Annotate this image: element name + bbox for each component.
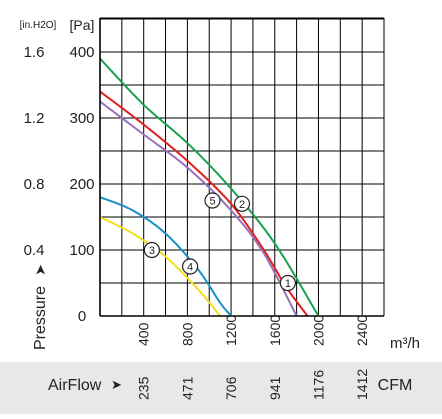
curve-labels: 1 2 3 4 5	[143, 192, 296, 292]
x-tick-cfm: 235	[136, 376, 152, 400]
y-tick-inh2o: 1.6	[24, 44, 45, 61]
x-bottom-label: AirFlow	[48, 377, 102, 394]
x-tick-m3h: 1200	[223, 315, 239, 346]
x-tick-m3h: 1600	[267, 315, 283, 346]
airflow-band	[0, 362, 442, 414]
x-tick-m3h: 2400	[354, 315, 370, 346]
series-label-2: 2	[239, 199, 245, 211]
series-label-4: 4	[187, 262, 193, 274]
y-secondary-unit: [in.H2O]	[20, 20, 57, 31]
y-tick-pa: 100	[69, 242, 94, 259]
series-line-2	[99, 57, 320, 317]
y-tick-pa: 400	[69, 44, 94, 61]
axes: 0 100 200 300 400 0.4 0.8 1.2 1.6 400 800 1200 1600 2…	[24, 18, 384, 400]
x-top-unit: m³/h	[390, 335, 420, 352]
x-tick-m3h: 800	[179, 322, 195, 346]
y-tick-pa: 300	[69, 110, 94, 127]
y-axis-label: Pressure	[32, 286, 49, 350]
x-bottom-arrow: ➤	[111, 377, 122, 392]
series-marker-1	[279, 274, 296, 292]
y-tick-pa: 200	[69, 176, 94, 193]
x-tick-cfm: 1412	[354, 369, 370, 400]
series-label-3: 3	[149, 245, 155, 257]
series-line-3	[99, 216, 221, 317]
x-tick-m3h: 2000	[310, 315, 326, 346]
x-tick-cfm: 941	[267, 376, 283, 400]
y-primary-unit: [Pa]	[70, 17, 95, 33]
series-marker-3	[143, 241, 160, 259]
y-tick-inh2o: 1.2	[24, 110, 45, 127]
x-tick-m3h: 400	[136, 322, 152, 346]
series-line-5	[99, 100, 298, 317]
series-line-4	[99, 196, 232, 317]
x-tick-cfm: 706	[223, 376, 239, 400]
series-marker-2	[233, 195, 251, 212]
x-bottom-unit: CFM	[378, 377, 413, 394]
y-tick-pa: 0	[78, 308, 86, 325]
x-tick-cfm: 471	[179, 376, 195, 400]
x-tick-cfm: 1176	[310, 370, 326, 400]
y-axis-arrow: ➤	[32, 264, 48, 276]
series-marker-4	[182, 258, 199, 275]
y-tick-inh2o: 0.8	[24, 176, 45, 193]
series-label-1: 1	[285, 278, 291, 290]
series-label-5: 5	[209, 196, 215, 208]
series-marker-5	[204, 192, 221, 209]
y-tick-inh2o: 0.4	[24, 242, 45, 259]
